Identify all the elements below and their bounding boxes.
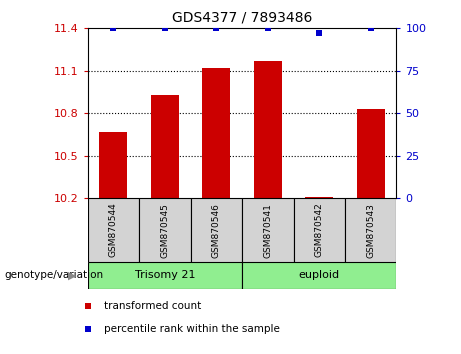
Bar [88, 198, 139, 262]
Text: GSM870545: GSM870545 [160, 202, 169, 258]
Text: transformed count: transformed count [104, 301, 201, 311]
Bar [151, 95, 179, 198]
Text: GSM870541: GSM870541 [263, 202, 272, 258]
Text: euploid: euploid [299, 270, 340, 280]
Bar [99, 132, 128, 198]
Text: GSM870542: GSM870542 [315, 203, 324, 257]
Bar [294, 198, 345, 262]
Text: GSM870543: GSM870543 [366, 202, 375, 258]
Bar [139, 198, 190, 262]
Text: GSM870544: GSM870544 [109, 203, 118, 257]
Text: percentile rank within the sample: percentile rank within the sample [104, 324, 280, 334]
Bar [305, 197, 333, 198]
Text: Trisomy 21: Trisomy 21 [135, 270, 195, 280]
Bar [202, 68, 230, 198]
Bar [190, 198, 242, 262]
Bar [345, 198, 396, 262]
Bar [242, 198, 294, 262]
Bar [88, 262, 242, 289]
Text: GSM870546: GSM870546 [212, 202, 221, 258]
Title: GDS4377 / 7893486: GDS4377 / 7893486 [172, 10, 312, 24]
Bar [242, 262, 396, 289]
Text: ▶: ▶ [68, 270, 76, 280]
Text: genotype/variation: genotype/variation [5, 270, 104, 280]
Bar [254, 61, 282, 198]
Bar [356, 109, 385, 198]
